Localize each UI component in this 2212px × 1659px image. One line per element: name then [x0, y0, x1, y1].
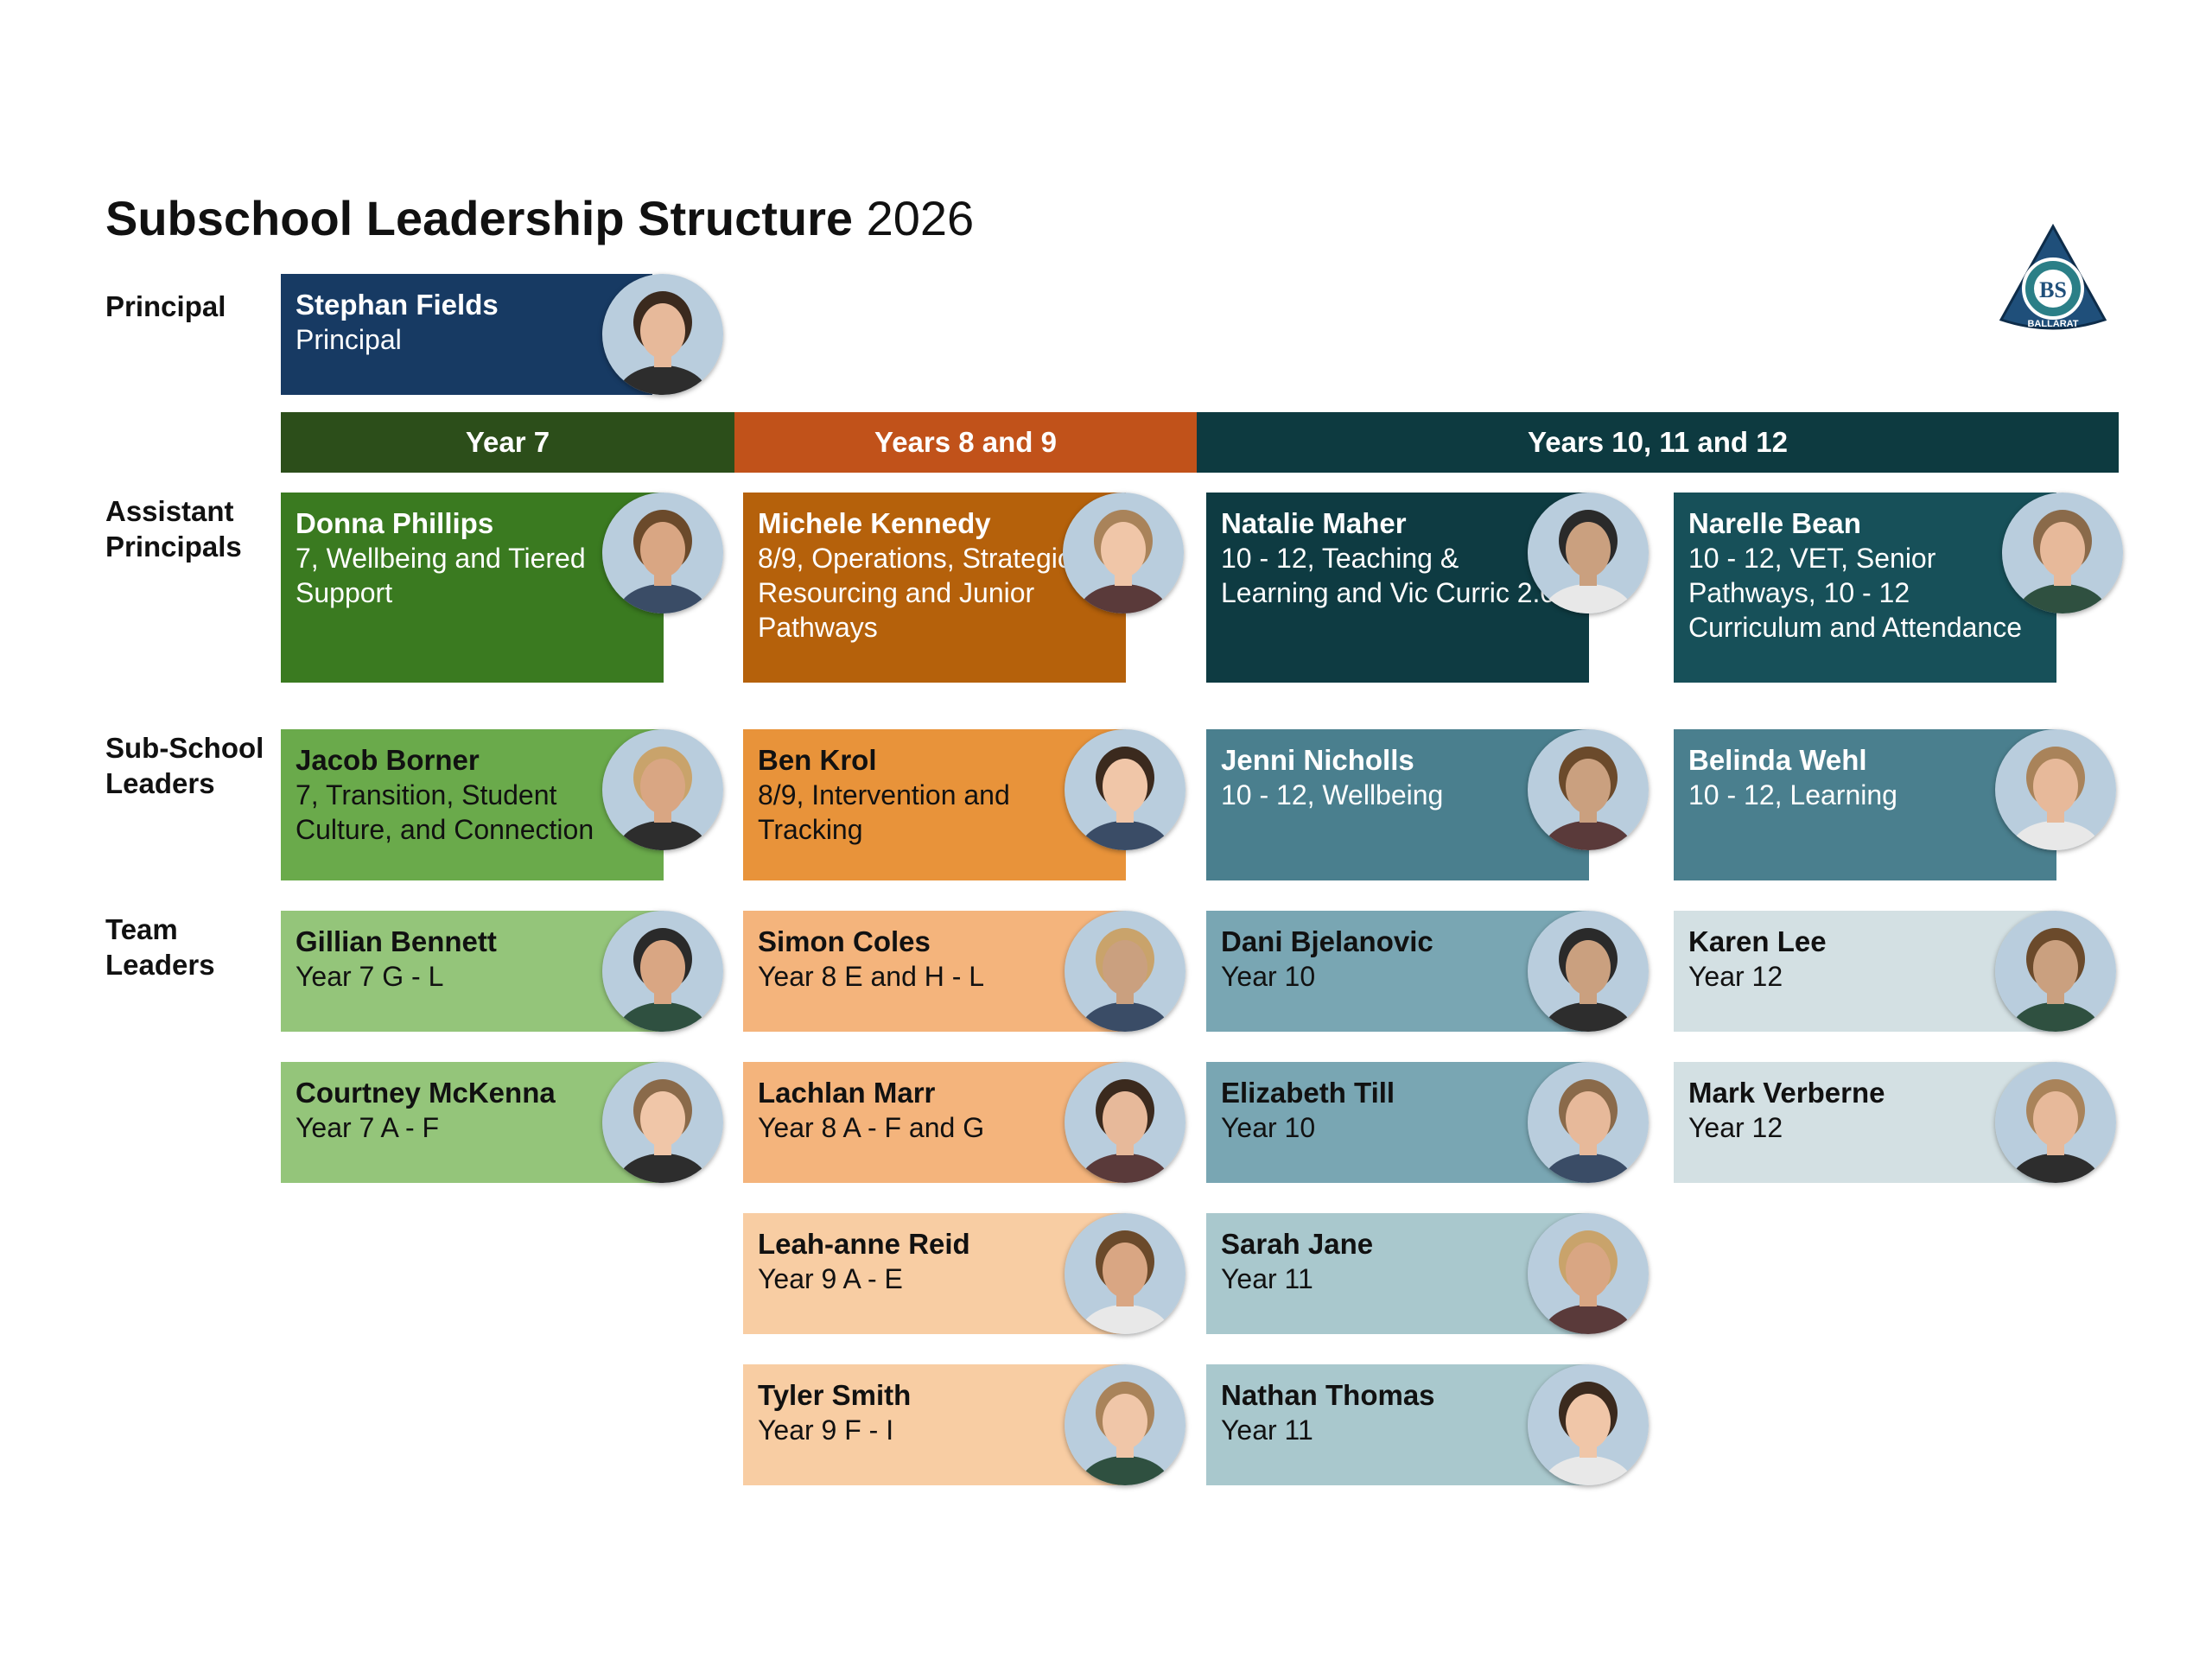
person-name: Elizabeth Till	[1221, 1077, 1395, 1109]
person-role: Year 7 G - L	[296, 961, 444, 992]
row-label-team-leaders: Team Leaders	[105, 913, 215, 981]
team-leader-card: Karen Lee Year 12	[1674, 911, 2123, 1032]
sub-school-leader-card: Ben Krol 8/9, Intervention and Tracking	[743, 729, 1185, 880]
avatar	[1995, 729, 2116, 850]
person-name: Tyler Smith	[758, 1379, 912, 1411]
header-years-8-9: Years 8 and 9	[734, 412, 1197, 473]
row-label-assistant-principals: Assistant Principals	[105, 495, 242, 563]
avatar	[602, 1062, 723, 1183]
avatar	[1528, 1213, 1649, 1334]
person-name: Lachlan Marr	[758, 1077, 936, 1109]
person-role: Year 9 A - E	[758, 1263, 903, 1294]
school-crest-icon: BS BALLARAT	[1996, 223, 2110, 334]
sub-school-leader-card: Belinda Wehl 10 - 12, Learning	[1674, 729, 2123, 880]
person-name: Narelle Bean	[1688, 507, 1861, 539]
person-role: Year 10	[1221, 1112, 1316, 1143]
sub-school-leader-card: Jacob Borner 7, Transition, Student Cult…	[281, 729, 723, 880]
person-role: Year 9 F - I	[758, 1414, 894, 1446]
avatar	[602, 911, 723, 1032]
svg-text:BALLARAT: BALLARAT	[2027, 319, 2078, 329]
avatar	[1065, 1364, 1185, 1485]
avatar	[2002, 493, 2123, 613]
assistant-principal-card: Natalie Maher 10 - 12, Teaching & Learni…	[1206, 493, 1649, 683]
header-years-10-12: Years 10, 11 and 12	[1197, 412, 2119, 473]
person-name: Courtney McKenna	[296, 1077, 556, 1109]
avatar	[1528, 1062, 1649, 1183]
person-role: Principal	[296, 324, 402, 355]
avatar	[1063, 493, 1184, 613]
person-role: Year 12	[1688, 961, 1783, 992]
team-leader-card: Dani Bjelanovic Year 10	[1206, 911, 1649, 1032]
assistant-principal-card: Narelle Bean 10 - 12, VET, Senior Pathwa…	[1674, 493, 2123, 683]
person-name: Karen Lee	[1688, 925, 1827, 957]
person-role: 10 - 12, Learning	[1688, 779, 1897, 810]
assistant-principal-card: Michele Kennedy 8/9, Operations, Strateg…	[743, 493, 1185, 683]
team-leader-card: Sarah Jane Year 11	[1206, 1213, 1649, 1334]
team-leader-card: Elizabeth Till Year 10	[1206, 1062, 1649, 1183]
person-role: Year 8 A - F and G	[758, 1112, 985, 1143]
avatar	[602, 274, 723, 395]
avatar	[1065, 729, 1185, 850]
team-leader-card: Leah-anne Reid Year 9 A - E	[743, 1213, 1185, 1334]
person-role: 8/9, Intervention and Tracking	[758, 779, 1010, 845]
svg-text:BS: BS	[2039, 277, 2067, 302]
avatar	[1995, 911, 2116, 1032]
team-leader-card: Simon Coles Year 8 E and H - L	[743, 911, 1185, 1032]
person-name: Stephan Fields	[296, 289, 499, 321]
person-name: Leah-anne Reid	[758, 1228, 970, 1260]
assistant-principal-card: Donna Phillips 7, Wellbeing and Tiered S…	[281, 493, 723, 683]
person-name: Nathan Thomas	[1221, 1379, 1435, 1411]
person-role: 8/9, Operations, Strategic Resourcing an…	[758, 543, 1071, 643]
avatar	[1065, 1062, 1185, 1183]
row-label-principal: Principal	[105, 290, 226, 322]
row-label-sub-school-leaders: Sub-School Leaders	[105, 732, 264, 799]
header-year-7: Year 7	[281, 412, 734, 473]
avatar	[1528, 1364, 1649, 1485]
person-name: Sarah Jane	[1221, 1228, 1374, 1260]
avatar	[602, 729, 723, 850]
avatar	[1065, 1213, 1185, 1334]
person-name: Simon Coles	[758, 925, 931, 957]
sub-school-leader-card: Jenni Nicholls 10 - 12, Wellbeing	[1206, 729, 1649, 880]
person-role: 10 - 12, Teaching & Learning and Vic Cur…	[1221, 543, 1556, 608]
person-name: Mark Verberne	[1688, 1077, 1885, 1109]
principal-card: Stephan Fields Principal	[281, 274, 723, 395]
team-leader-card: Nathan Thomas Year 11	[1206, 1364, 1649, 1485]
person-name: Belinda Wehl	[1688, 744, 1867, 776]
avatar	[1528, 911, 1649, 1032]
team-leader-card: Courtney McKenna Year 7 A - F	[281, 1062, 723, 1183]
person-name: Jacob Borner	[296, 744, 480, 776]
person-role: Year 12	[1688, 1112, 1783, 1143]
person-name: Donna Phillips	[296, 507, 494, 539]
team-leader-card: Lachlan Marr Year 8 A - F and G	[743, 1062, 1185, 1183]
avatar	[1065, 911, 1185, 1032]
person-role: 10 - 12, Wellbeing	[1221, 779, 1444, 810]
person-name: Natalie Maher	[1221, 507, 1407, 539]
person-name: Jenni Nicholls	[1221, 744, 1414, 776]
person-role: Year 7 A - F	[296, 1112, 440, 1143]
person-name: Ben Krol	[758, 744, 877, 776]
person-role: Year 10	[1221, 961, 1316, 992]
page-title: Subschool Leadership Structure 2026	[105, 191, 975, 245]
person-role: 7, Transition, Student Culture, and Conn…	[296, 779, 594, 845]
avatar	[1995, 1062, 2116, 1183]
person-role: Year 8 E and H - L	[758, 961, 985, 992]
person-role: Year 11	[1221, 1263, 1313, 1294]
person-name: Gillian Bennett	[296, 925, 497, 957]
person-role: 10 - 12, VET, Senior Pathways, 10 - 12 C…	[1688, 543, 2022, 643]
avatar	[1528, 729, 1649, 850]
team-leader-card: Tyler Smith Year 9 F - I	[743, 1364, 1185, 1485]
person-role: Year 11	[1221, 1414, 1313, 1446]
team-leader-card: Mark Verberne Year 12	[1674, 1062, 2123, 1183]
avatar	[602, 493, 723, 613]
team-leader-card: Gillian Bennett Year 7 G - L	[281, 911, 723, 1032]
person-role: 7, Wellbeing and Tiered Support	[296, 543, 586, 608]
person-name: Dani Bjelanovic	[1221, 925, 1433, 957]
avatar	[1528, 493, 1649, 613]
person-name: Michele Kennedy	[758, 507, 991, 539]
